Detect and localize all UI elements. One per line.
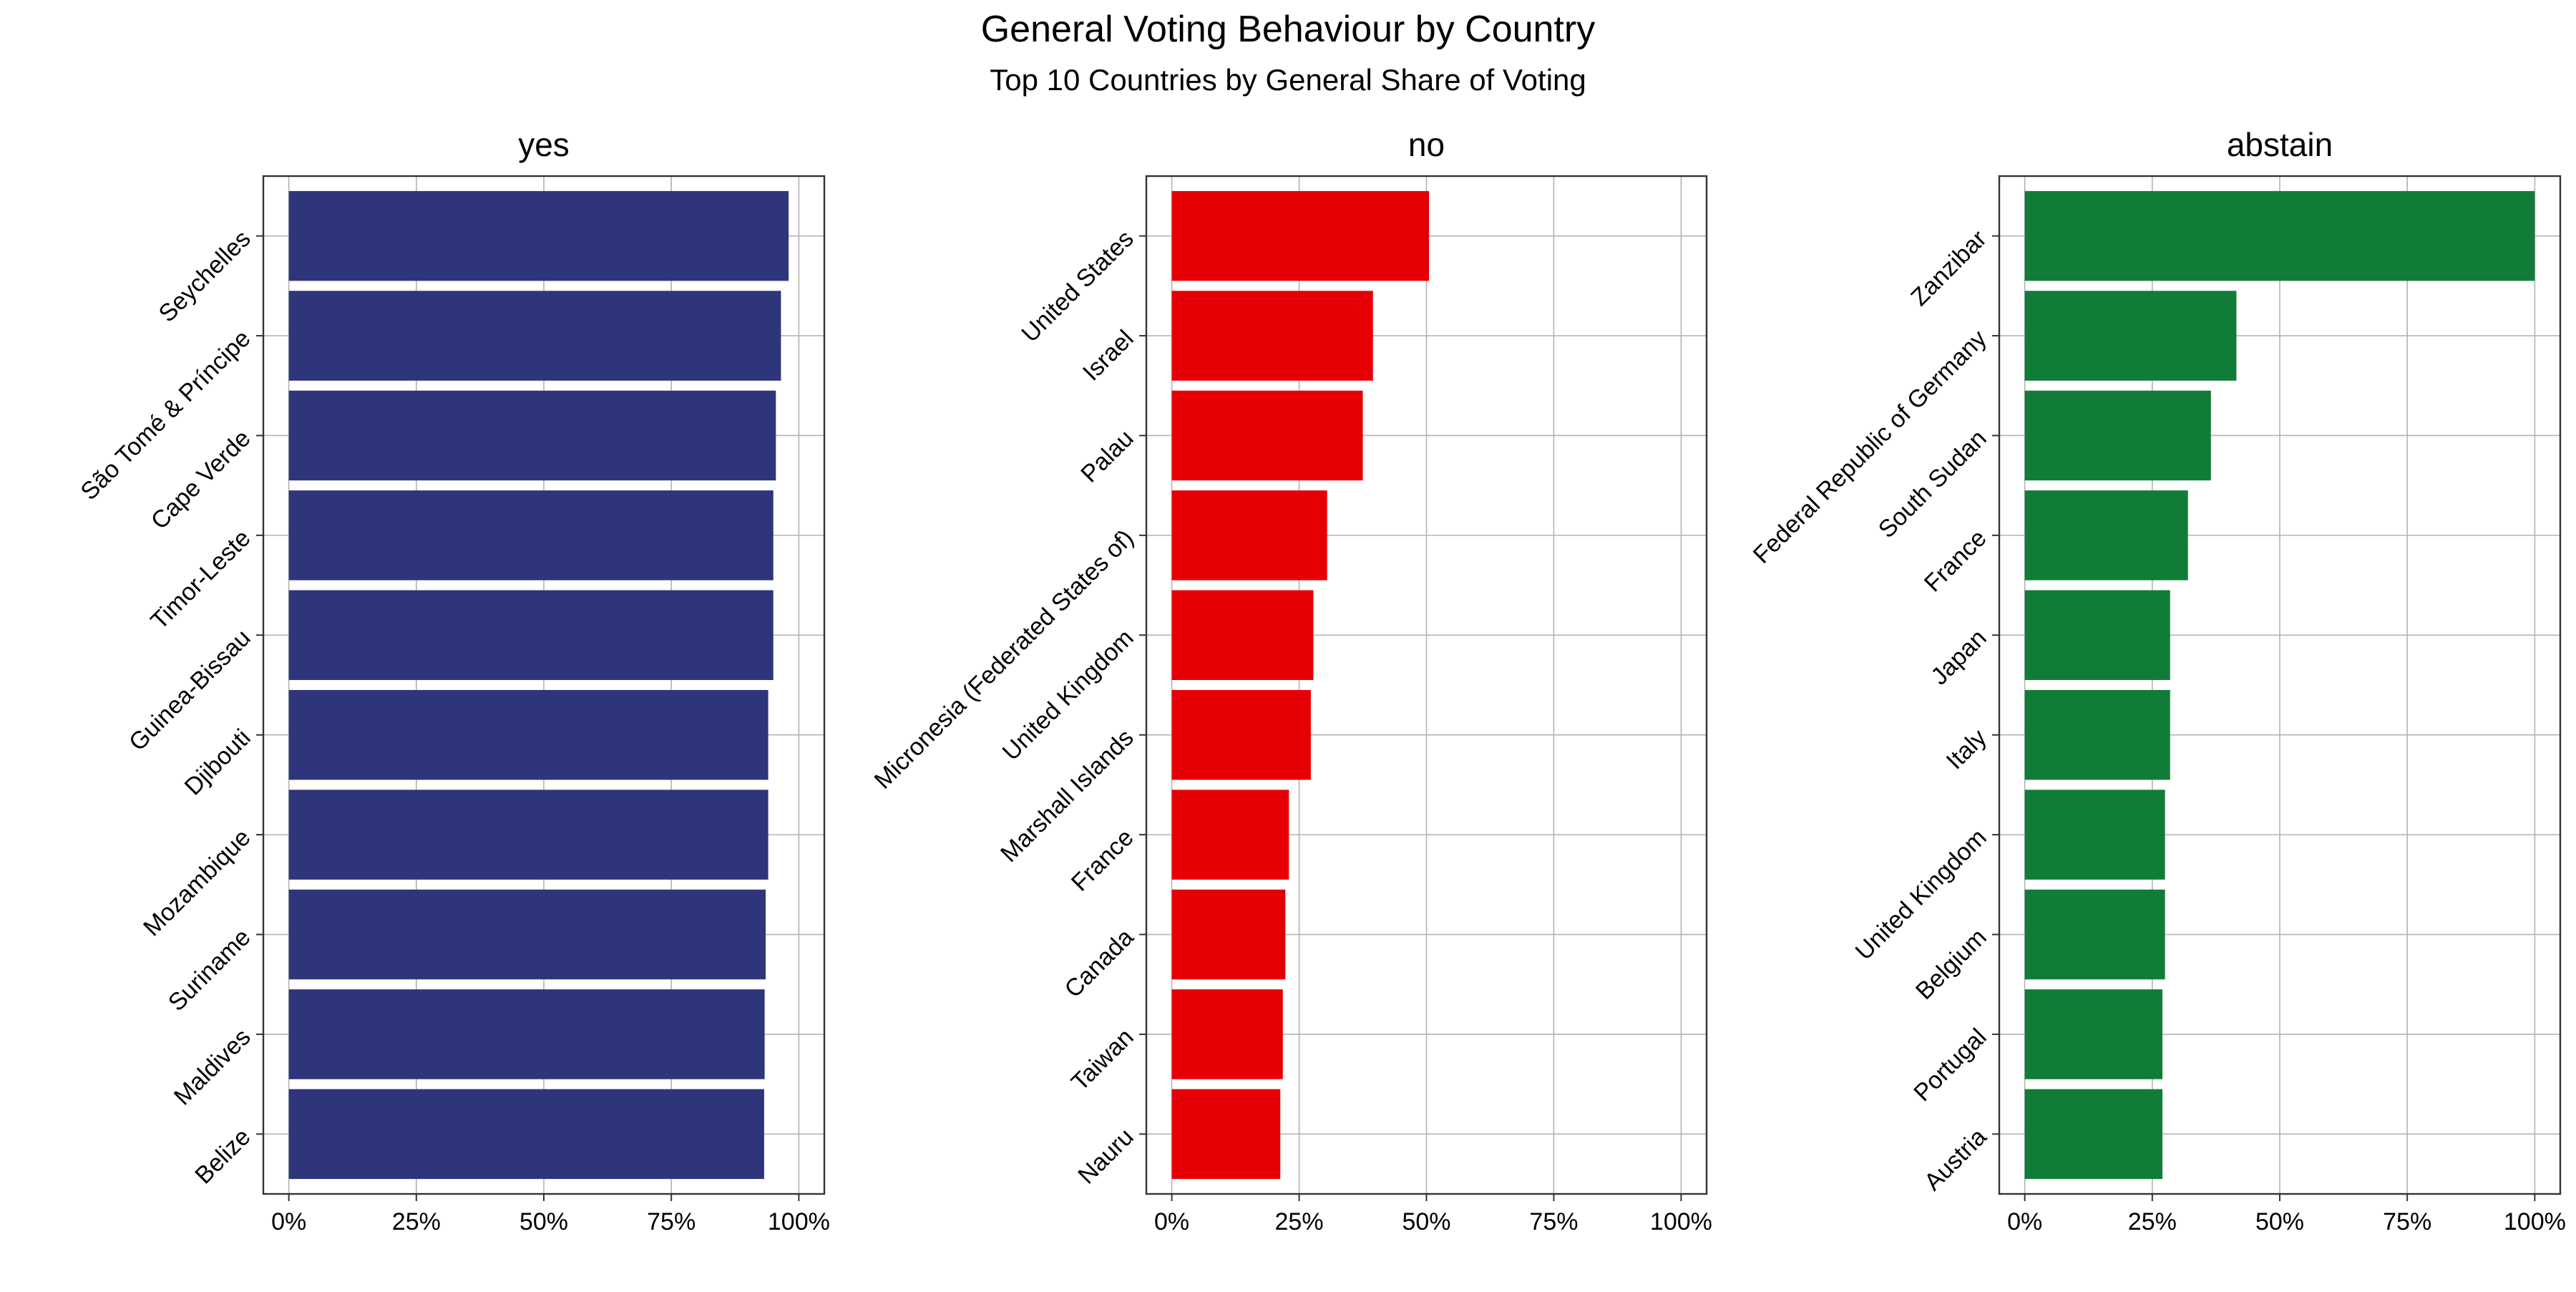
category-label: Taiwan: [1066, 1024, 1139, 1097]
category-label: Zanzibar: [1906, 225, 1991, 311]
category-label: Austria: [1919, 1123, 1992, 1196]
category-label: Palau: [1075, 424, 1138, 487]
bar-no-2: [1171, 291, 1373, 381]
category-label: Japan: [1926, 624, 1991, 690]
category-label: Suriname: [163, 923, 256, 1016]
bar-abstain-1: [2024, 190, 2535, 281]
category-label: Belgium: [1911, 923, 1992, 1005]
category-label: France: [1919, 525, 1992, 598]
x-tick-label: 75%: [1529, 1208, 1578, 1235]
panel-border: [1145, 175, 1708, 1195]
x-tick-label: 100%: [2504, 1208, 2566, 1235]
x-tick-label: 75%: [2383, 1208, 2431, 1235]
bar-yes-6: [288, 689, 769, 780]
category-label: Belize: [190, 1123, 255, 1189]
category-label: Canada: [1060, 923, 1139, 1003]
bar-yes-9: [288, 989, 765, 1079]
x-tick-label: 75%: [647, 1208, 696, 1235]
x-tick-label: 25%: [392, 1208, 441, 1235]
panel-title: abstain: [2227, 126, 2333, 163]
category-label: Portugal: [1908, 1024, 1991, 1107]
bar-yes-4: [288, 490, 774, 581]
x-tick-label: 50%: [2255, 1208, 2304, 1235]
bar-abstain-9: [2024, 989, 2163, 1079]
x-tick-label: 50%: [519, 1208, 568, 1235]
bar-abstain-8: [2024, 889, 2165, 980]
chart-subtitle: Top 10 Countries by General Share of Vot…: [990, 63, 1586, 97]
bar-no-9: [1171, 989, 1283, 1079]
bar-abstain-7: [2024, 790, 2165, 880]
category-label: Israel: [1078, 325, 1139, 387]
category-label: France: [1066, 824, 1139, 897]
panel-no: 0% 25% 50% 75% 100%United StatesIsraelPalauM…: [869, 126, 1712, 1235]
category-label: Mozambique: [138, 824, 256, 942]
bar-yes-10: [288, 1089, 764, 1180]
category-label: São Tomé & Príncipe: [75, 325, 255, 505]
x-tick-label: 0%: [271, 1208, 306, 1235]
bar-no-5: [1171, 590, 1314, 681]
bar-no-1: [1171, 190, 1430, 281]
bar-abstain-2: [2024, 291, 2237, 381]
bar-no-6: [1171, 689, 1311, 780]
panel-title: no: [1408, 126, 1445, 163]
category-label: Nauru: [1073, 1123, 1138, 1189]
bar-yes-1: [288, 190, 789, 281]
chart-title: General Voting Behaviour by Country: [981, 9, 1596, 50]
category-label: Maldives: [169, 1024, 256, 1111]
bar-yes-7: [288, 790, 769, 880]
x-tick-label: 0%: [2007, 1208, 2042, 1235]
x-tick-label: 0%: [1154, 1208, 1189, 1235]
bar-no-8: [1171, 889, 1286, 980]
bar-abstain-4: [2024, 490, 2188, 581]
bar-yes-3: [288, 390, 776, 481]
bar-abstain-5: [2024, 590, 2170, 681]
bar-yes-8: [288, 889, 766, 980]
bar-no-4: [1171, 490, 1327, 581]
bar-no-3: [1171, 390, 1363, 481]
bar-abstain-10: [2024, 1089, 2163, 1180]
category-label: Seychelles: [154, 225, 256, 327]
bar-yes-2: [288, 291, 781, 381]
x-tick-label: 25%: [1275, 1208, 1324, 1235]
x-tick-label: 100%: [1650, 1208, 1712, 1235]
category-label: Cape Verde: [146, 424, 256, 535]
bar-abstain-3: [2024, 390, 2211, 481]
bar-yes-5: [288, 590, 774, 681]
panel-border: [262, 175, 826, 1195]
category-label: Timor-Leste: [145, 525, 255, 635]
x-tick-label: 25%: [2128, 1208, 2177, 1235]
x-tick-label: 100%: [768, 1208, 830, 1235]
bar-no-7: [1171, 790, 1289, 880]
panel-border: [1998, 175, 2562, 1195]
category-label: Djibouti: [180, 724, 256, 800]
bar-abstain-6: [2024, 689, 2170, 780]
panel-title: yes: [518, 126, 570, 163]
x-tick-label: 50%: [1402, 1208, 1450, 1235]
bar-no-10: [1171, 1089, 1281, 1180]
category-label: Italy: [1941, 724, 1992, 774]
